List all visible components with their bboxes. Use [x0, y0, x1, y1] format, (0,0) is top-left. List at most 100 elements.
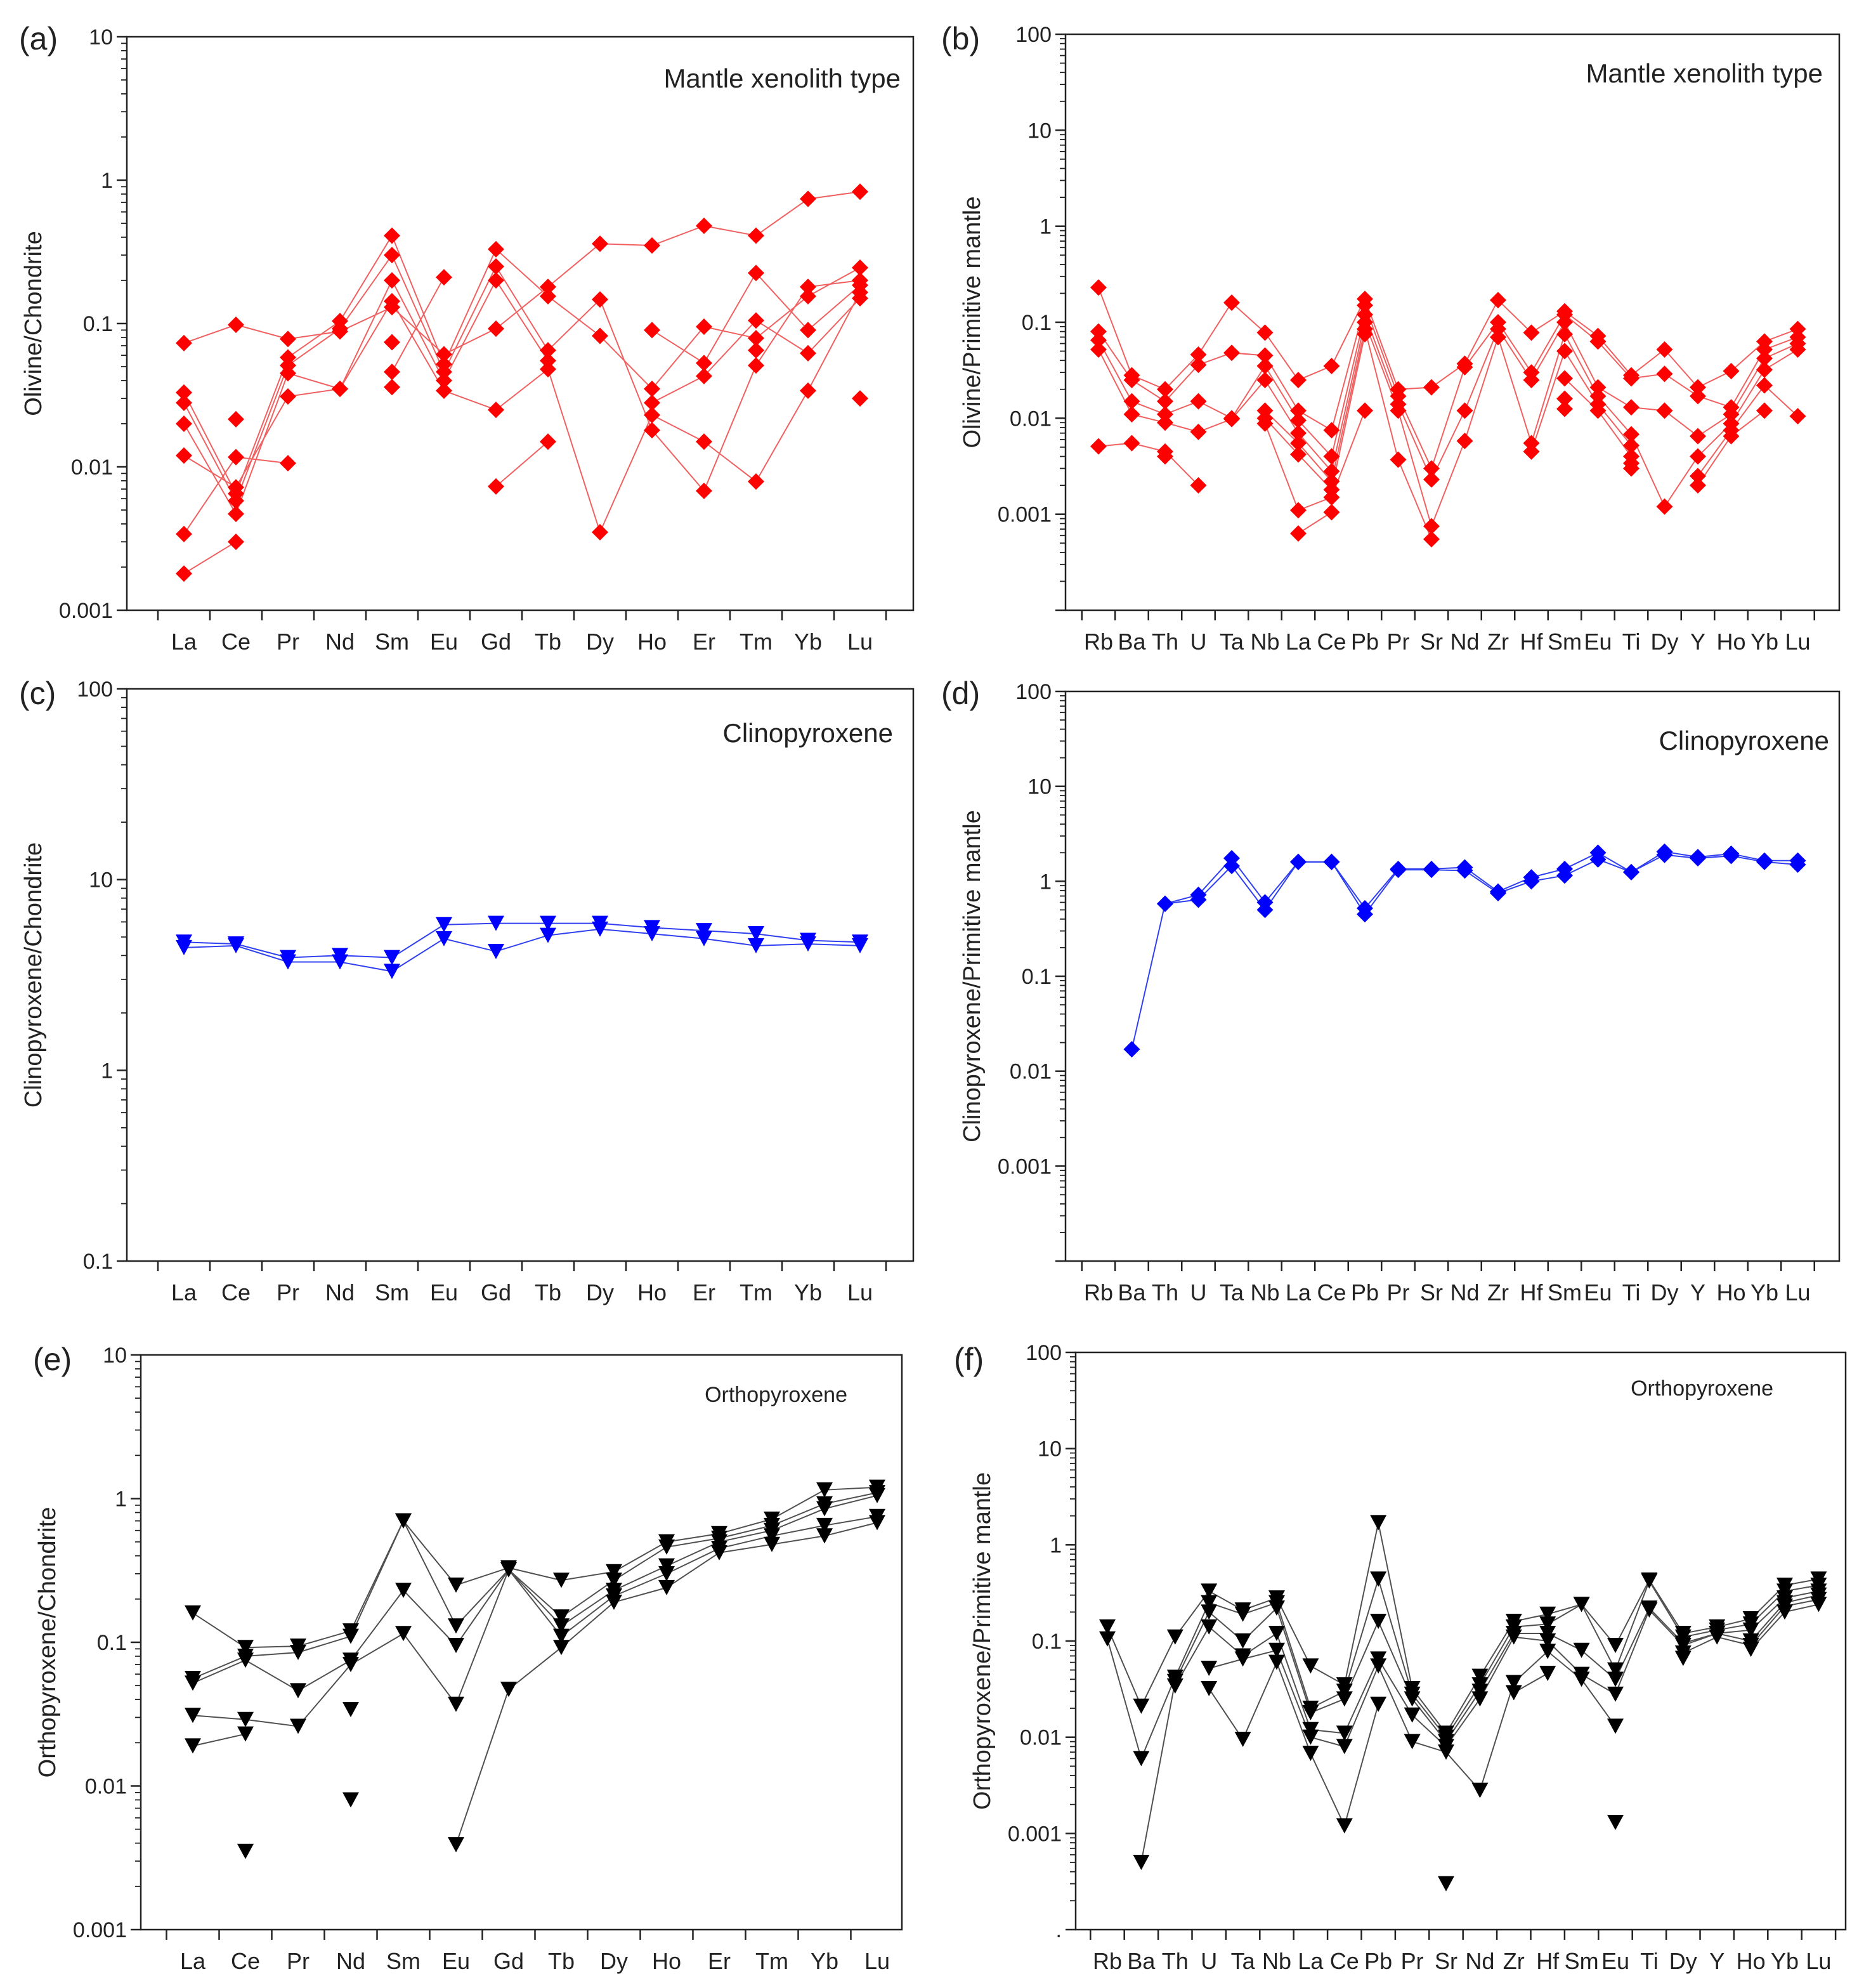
data-point: [290, 1683, 306, 1699]
data-point: [1157, 406, 1173, 423]
data-point: [1090, 341, 1107, 358]
data-point: [658, 1539, 675, 1555]
x-tick-label: Er: [693, 1279, 715, 1305]
data-point: [1190, 393, 1207, 410]
x-tick-label: Y: [1709, 1948, 1724, 1974]
data-point: [540, 278, 556, 296]
x-tick-label: Tm: [740, 629, 773, 655]
data-point: [1404, 1734, 1421, 1749]
data-point: [228, 492, 244, 509]
x-tick-label: Ce: [221, 1279, 251, 1305]
data-point: [488, 478, 504, 495]
panel-label: (b): [941, 21, 980, 56]
x-tick-label: Ta: [1220, 629, 1244, 655]
data-point: [1756, 341, 1773, 358]
data-point: [1607, 1671, 1624, 1687]
data-point: [1589, 379, 1607, 396]
y-tick-label: 10: [89, 868, 113, 893]
data-point: [1123, 393, 1140, 410]
data-point: [1423, 460, 1440, 477]
x-tick-label: Dy: [586, 629, 614, 655]
data-point: [1556, 314, 1573, 330]
data-point: [711, 1545, 727, 1560]
data-point: [1099, 1631, 1116, 1647]
x-tick-label: Sr: [1435, 1948, 1457, 1974]
data-point: [1268, 1600, 1285, 1616]
y-tick-label: 0.1: [1022, 965, 1052, 989]
x-tick-label: Dy: [1669, 1948, 1697, 1974]
data-point: [852, 390, 868, 407]
data-point: [1423, 379, 1440, 396]
data-point: [395, 1513, 412, 1529]
x-tick-label: Nb: [1262, 1948, 1291, 1974]
data-point: [1190, 891, 1207, 908]
data-point: [1290, 446, 1307, 463]
data-point: [1690, 468, 1706, 485]
panel-label: (a): [19, 21, 58, 56]
data-point: [1607, 1686, 1624, 1702]
x-tick-label: Nd: [325, 1279, 355, 1305]
series-line: [1265, 410, 1632, 510]
data-point: [1556, 343, 1573, 360]
data-point: [1404, 1691, 1421, 1707]
x-tick-label: Nb: [1250, 1279, 1279, 1305]
data-point: [1123, 435, 1140, 452]
data-point: [384, 292, 400, 310]
data-point: [696, 931, 712, 946]
x-tick-label: Gd: [493, 1948, 524, 1974]
data-point: [237, 1711, 254, 1727]
data-point: [1256, 324, 1274, 341]
y-tick-label: 0.01: [1010, 407, 1052, 431]
x-tick-label: Zr: [1487, 629, 1509, 655]
y-tick-label: 0.1: [1022, 311, 1052, 335]
data-point: [1336, 1691, 1353, 1707]
y-tick-label: 0.01: [1010, 1060, 1052, 1084]
data-point: [1223, 344, 1240, 362]
x-tick-label: Ba: [1118, 629, 1146, 655]
x-tick-label: Pr: [277, 1279, 299, 1305]
x-tick-label: Ho: [637, 629, 667, 655]
y-tick-label: 1: [115, 1488, 127, 1512]
data-point: [540, 287, 556, 304]
data-point: [696, 433, 712, 450]
data-point: [540, 342, 556, 359]
x-tick-label: Lu: [864, 1948, 890, 1974]
data-point: [384, 379, 400, 396]
data-point: [1539, 1644, 1556, 1659]
x-tick-label: Pr: [1387, 629, 1410, 655]
data-point: [384, 271, 400, 289]
data-point: [1357, 906, 1373, 923]
x-tick-label: Yb: [794, 629, 822, 655]
x-tick-label: Zr: [1503, 1948, 1525, 1974]
panel-label: (c): [19, 676, 56, 711]
data-point: [592, 327, 608, 344]
data-point: [1456, 862, 1473, 879]
data-point: [1323, 422, 1340, 439]
chart-title: Clinopyroxene: [1659, 726, 1830, 755]
data-point: [1523, 435, 1540, 452]
data-point: [800, 344, 816, 362]
data-point: [748, 938, 764, 953]
series-line: [183, 928, 861, 972]
data-point: [1490, 329, 1506, 346]
data-point: [436, 372, 452, 389]
data-point: [176, 525, 192, 542]
x-tick-label: La: [1286, 629, 1312, 655]
x-tick-label: Hf: [1520, 629, 1544, 655]
data-point: [1190, 356, 1207, 374]
x-tick-label: Ce: [231, 1948, 260, 1974]
data-point: [1256, 415, 1274, 432]
data-point: [436, 931, 452, 946]
data-point: [1742, 1622, 1759, 1638]
plot-frame: [126, 688, 915, 1262]
data-point: [1490, 885, 1506, 902]
x-tick-label: Ho: [652, 1948, 681, 1974]
data-point: [1523, 443, 1540, 460]
x-tick-label: Tm: [740, 1279, 773, 1305]
data-point: [237, 1726, 254, 1742]
data-point: [1290, 502, 1307, 519]
data-point: [290, 1718, 306, 1734]
x-tick-label: Ba: [1118, 1279, 1146, 1305]
data-point: [1157, 414, 1173, 431]
data-point: [1157, 448, 1173, 465]
